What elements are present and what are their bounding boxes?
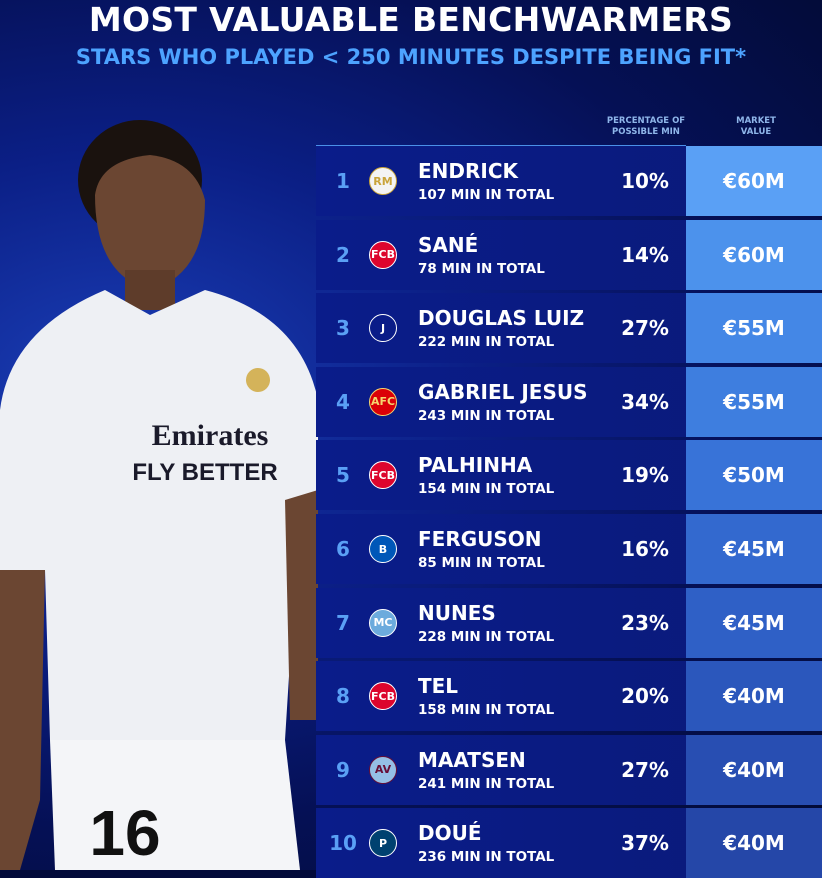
player-name: GABRIEL JESUS	[418, 379, 588, 404]
minutes-total: 243 MIN IN TOTAL	[418, 407, 555, 424]
header-percentage: PERCENTAGE OF POSSIBLE MIN	[606, 116, 686, 137]
rank: 9	[336, 757, 350, 782]
table-row: 3 J DOUGLAS LUIZ 222 MIN IN TOTAL 27% €5…	[316, 293, 822, 364]
brighton-crest-icon: B	[369, 535, 397, 563]
real-madrid-crest-icon: RM	[369, 167, 397, 195]
psg-crest-icon: P	[369, 829, 397, 858]
rank: 1	[336, 169, 350, 193]
percentage-value: 20%	[621, 684, 669, 709]
player-name: FERGUSON	[418, 527, 542, 551]
market-value: €60M	[686, 219, 822, 290]
market-value: €50M	[686, 440, 822, 511]
percentage-value: 27%	[621, 757, 669, 782]
player-name: TEL	[418, 674, 459, 699]
rank: 7	[336, 610, 350, 635]
percentage-value: 16%	[621, 537, 669, 561]
svg-text:FLY BETTER: FLY BETTER	[132, 459, 277, 486]
player-name: PALHINHA	[418, 453, 533, 478]
market-value: €40M	[686, 661, 822, 732]
player-name: NUNES	[418, 600, 496, 625]
header-market-value: MARKET VALUE	[736, 116, 776, 137]
bayern-crest-icon: FCB	[369, 682, 397, 711]
minutes-total: 154 MIN IN TOTAL	[418, 481, 555, 498]
table-row: 4 AFC GABRIEL JESUS 243 MIN IN TOTAL 34%…	[316, 366, 822, 437]
rank: 3	[336, 316, 350, 341]
minutes-total: 222 MIN IN TOTAL	[418, 334, 555, 351]
player-name: SANÉ	[418, 232, 479, 257]
percentage-value: 27%	[621, 316, 669, 341]
percentage-value: 34%	[621, 389, 669, 414]
percentage-value: 37%	[621, 831, 669, 856]
minutes-total: 158 MIN IN TOTAL	[418, 702, 555, 719]
market-value: €45M	[686, 587, 822, 658]
player-name: ENDRICK	[418, 159, 519, 183]
arsenal-crest-icon: AFC	[369, 387, 397, 416]
rank: 10	[329, 831, 357, 856]
table-row: 1 RM ENDRICK 107 MIN IN TOTAL 10% €60M	[316, 146, 822, 216]
table-row: 10 P DOUÉ 236 MIN IN TOTAL 37% €40M	[316, 808, 822, 878]
table-row: 6 B FERGUSON 85 MIN IN TOTAL 16% €45M	[316, 514, 822, 584]
table-row: 2 FCB SANÉ 78 MIN IN TOTAL 14% €60M	[316, 219, 822, 290]
percentage-value: 19%	[621, 463, 669, 488]
svg-text:Emirates: Emirates	[152, 419, 269, 452]
player-name: DOUÉ	[418, 821, 482, 846]
minutes-total: 241 MIN IN TOTAL	[418, 775, 555, 792]
svg-text:16: 16	[89, 797, 160, 869]
market-value: €60M	[686, 146, 822, 216]
page-title: MOST VALUABLE BENCHWARMERS	[88, 0, 734, 39]
minutes-total: 228 MIN IN TOTAL	[418, 628, 555, 645]
rank: 2	[336, 242, 350, 267]
table-row: 5 FCB PALHINHA 154 MIN IN TOTAL 19% €50M	[316, 440, 822, 511]
player-name: MAATSEN	[418, 747, 526, 772]
man-city-crest-icon: MC	[369, 608, 397, 637]
rank: 5	[336, 463, 350, 488]
minutes-total: 85 MIN IN TOTAL	[418, 555, 545, 571]
market-value: €40M	[686, 734, 822, 805]
market-value: €45M	[686, 514, 822, 584]
bayern-crest-icon: FCB	[369, 461, 397, 490]
percentage-value: 10%	[621, 169, 669, 193]
juventus-crest-icon: J	[369, 314, 397, 343]
player-name: DOUGLAS LUIZ	[418, 306, 585, 331]
rank: 6	[336, 537, 350, 561]
minutes-total: 78 MIN IN TOTAL	[418, 260, 545, 277]
player-photo: Emirates FLY BETTER 16	[0, 120, 318, 870]
rank: 4	[336, 389, 350, 414]
market-value: €40M	[686, 808, 822, 878]
market-value: €55M	[686, 293, 822, 364]
table-row: 9 AV MAATSEN 241 MIN IN TOTAL 27% €40M	[316, 734, 822, 805]
aston-villa-crest-icon: AV	[369, 755, 397, 784]
minutes-total: 236 MIN IN TOTAL	[418, 849, 555, 866]
minutes-total: 107 MIN IN TOTAL	[418, 187, 555, 203]
rank: 8	[336, 684, 350, 709]
table-row: 8 FCB TEL 158 MIN IN TOTAL 20% €40M	[316, 661, 822, 732]
percentage-value: 23%	[621, 610, 669, 635]
percentage-value: 14%	[621, 242, 669, 267]
page-subtitle: STARS WHO PLAYED < 250 MINUTES DESPITE B…	[75, 45, 747, 69]
bayern-crest-icon: FCB	[369, 240, 397, 269]
table-row: 7 MC NUNES 228 MIN IN TOTAL 23% €45M	[316, 587, 822, 658]
market-value: €55M	[686, 366, 822, 437]
